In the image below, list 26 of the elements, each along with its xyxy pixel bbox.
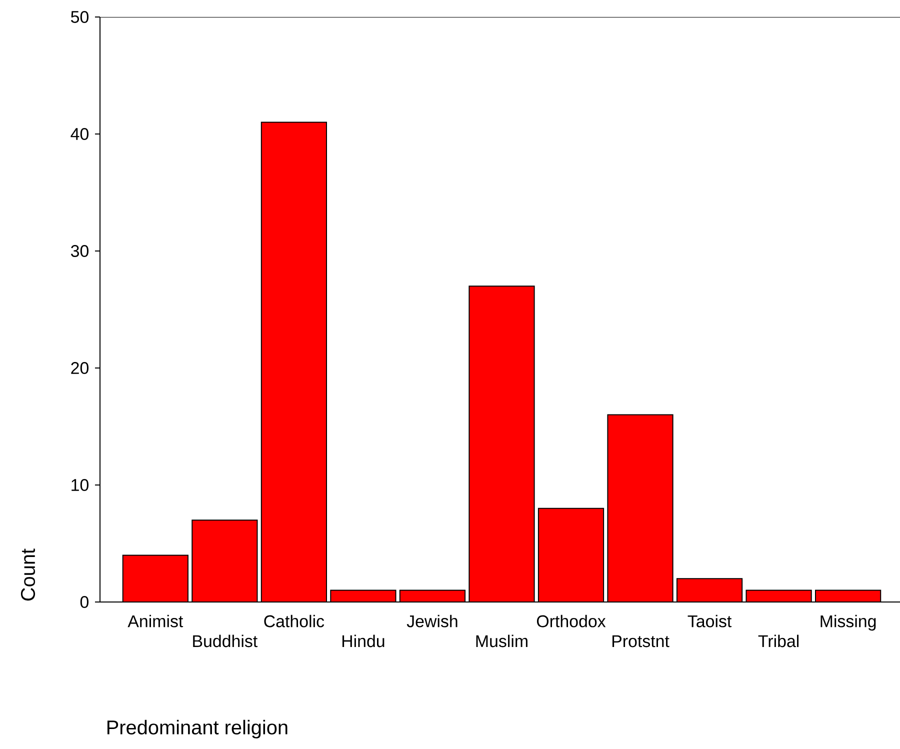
x-tick-label: Taoist bbox=[688, 614, 732, 628]
x-tick-label: Catholic bbox=[264, 614, 324, 628]
x-tick-label: Hindu bbox=[342, 634, 384, 648]
bar bbox=[469, 286, 534, 602]
y-tick-label: 40 bbox=[70, 128, 88, 140]
bar bbox=[608, 414, 673, 602]
y-tick-label: 10 bbox=[72, 479, 88, 491]
bar bbox=[122, 555, 188, 602]
y-tick-label: 0 bbox=[80, 596, 89, 608]
x-tick-label: Muslim bbox=[476, 634, 528, 648]
x-tick-label: Missing bbox=[820, 614, 876, 631]
x-tick-label: Tribal bbox=[758, 634, 799, 648]
x-tick-label: Buddhist bbox=[193, 634, 258, 648]
bar bbox=[261, 122, 326, 602]
bar bbox=[538, 508, 604, 602]
x-axis-title: Predominant religion bbox=[107, 720, 288, 738]
y-axis-title: Count bbox=[20, 548, 36, 601]
y-tick-label: 50 bbox=[70, 11, 88, 23]
x-tick-label: Protstnt bbox=[612, 635, 670, 648]
x-tick-label: Jewish bbox=[406, 614, 458, 628]
x-tick-label: Orthodox bbox=[536, 614, 606, 628]
bar bbox=[192, 520, 258, 602]
y-tick-label: 30 bbox=[70, 245, 88, 257]
y-tick-label: 20 bbox=[71, 362, 88, 374]
bar bbox=[676, 578, 742, 602]
x-tick-label: Animist bbox=[128, 614, 184, 628]
